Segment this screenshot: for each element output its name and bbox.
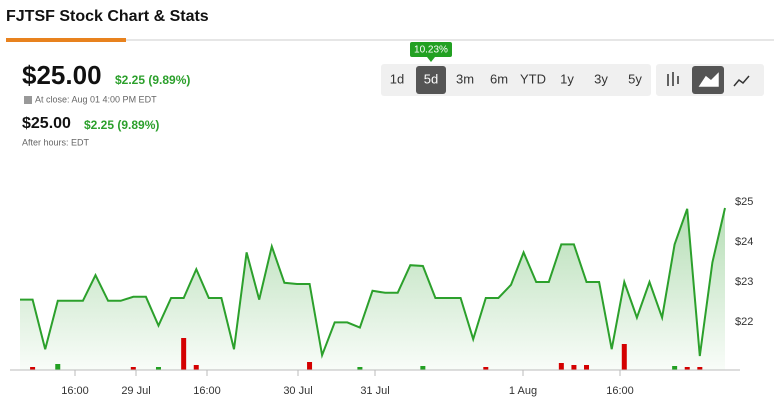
after-change: $2.25 (9.89%)	[84, 118, 159, 132]
x-tick-label: 31 Jul	[360, 385, 389, 397]
volume-bar	[420, 366, 426, 370]
range-active[interactable]	[416, 66, 446, 94]
volume-bar	[672, 366, 678, 370]
volume-bar	[558, 363, 564, 370]
x-tick-label: 1 Aug	[509, 385, 537, 397]
range-button[interactable]: 3y	[594, 71, 608, 86]
calendar-icon	[24, 96, 32, 104]
after-price: $25.00	[22, 115, 71, 132]
volume-bar	[155, 367, 161, 370]
x-tick-label: 30 Jul	[283, 385, 312, 397]
volume-bar	[55, 364, 61, 370]
volume-bar	[584, 365, 590, 370]
x-tick-label: 29 Jul	[121, 385, 150, 397]
x-tick-label: 16:00	[61, 385, 89, 397]
tooltip-arrow	[427, 57, 435, 62]
x-tick-label: 16:00	[606, 385, 634, 397]
volume-bar	[307, 362, 313, 370]
range-button[interactable]: 5d	[424, 71, 438, 86]
volume-bar	[684, 367, 690, 370]
volume-bar	[193, 365, 199, 370]
tooltip-box	[410, 42, 452, 57]
volume-bar	[483, 367, 489, 370]
change: $2.25 (9.89%)	[115, 73, 190, 87]
volume-bar	[30, 367, 36, 370]
y-tick-label: $25	[735, 196, 753, 208]
price: $25.00	[22, 60, 102, 90]
y-tick-label: $24	[735, 236, 753, 248]
area	[20, 208, 725, 370]
x-tick-label: 16:00	[193, 385, 221, 397]
range-button[interactable]: 1d	[390, 71, 404, 86]
volume-bar	[571, 365, 577, 370]
volume-bar	[181, 338, 187, 370]
tab-active	[6, 38, 126, 42]
volume-bar	[130, 367, 136, 370]
type-icons	[667, 72, 750, 87]
volume-bar	[357, 367, 363, 370]
volume-bar	[621, 344, 627, 370]
range-button[interactable]: 3m	[456, 71, 474, 86]
tab-rule	[6, 39, 774, 41]
y-tick-label: $22	[735, 316, 753, 328]
y-tick-label: $23	[735, 276, 753, 288]
title: FJTSF Stock Chart & Stats	[6, 8, 209, 25]
range-button[interactable]: 1y	[560, 71, 574, 86]
tooltip: 10.23%	[414, 45, 448, 56]
volume-bar	[697, 367, 703, 370]
line	[20, 207, 726, 359]
close-note: At close: Aug 01 4:00 PM EDT	[35, 94, 157, 104]
range-button[interactable]: YTD	[520, 71, 546, 86]
after-note: After hours: EDT	[22, 137, 90, 147]
range-button[interactable]: 5y	[628, 71, 642, 86]
range-button[interactable]: 6m	[490, 71, 508, 86]
range-bar	[381, 64, 651, 96]
